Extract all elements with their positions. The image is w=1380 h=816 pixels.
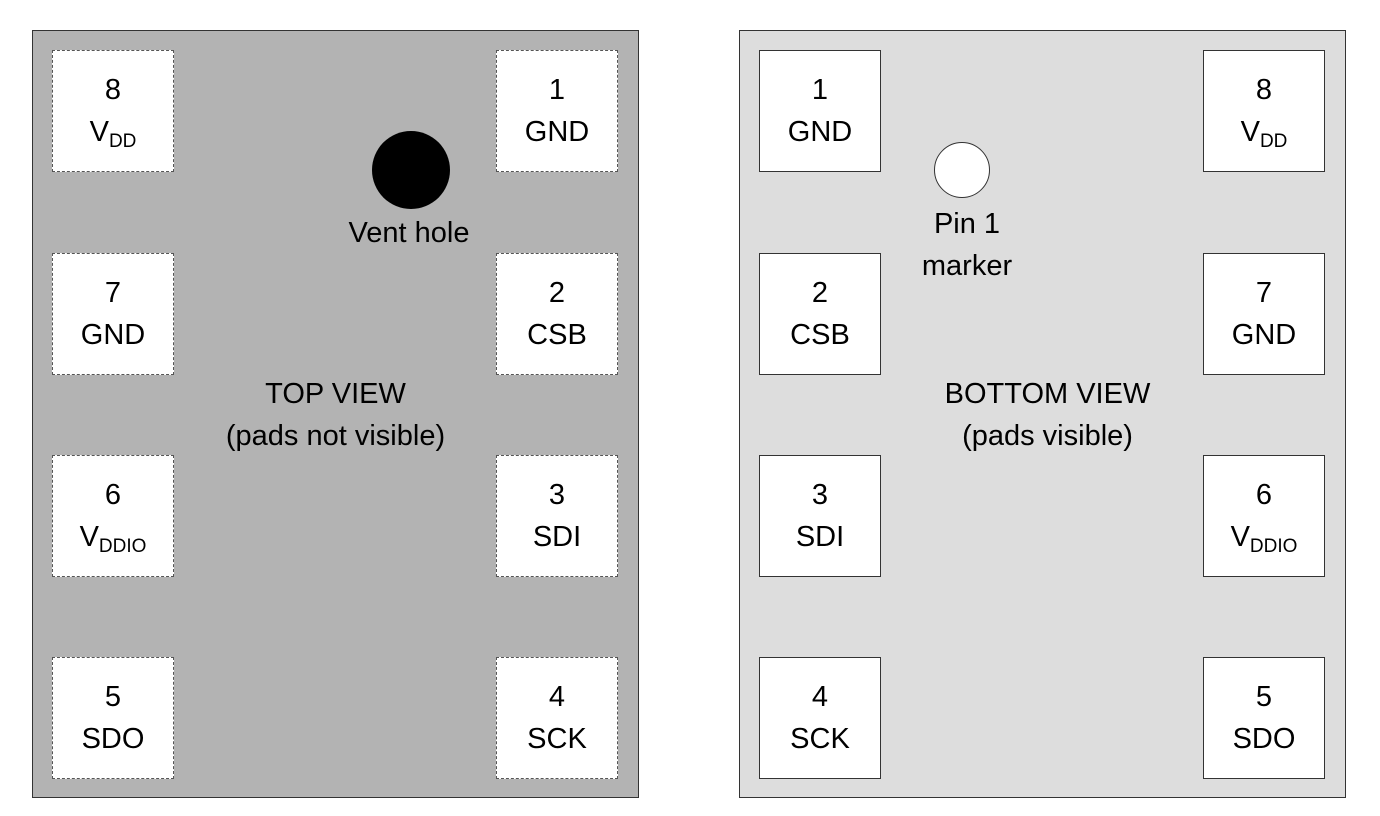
top-view-panel: 8 VDD 1 GND 7 GND 2 CSB 6 VDDIO 3 SDI 5 …	[32, 30, 639, 798]
vent-hole-label: Vent hole	[348, 217, 470, 249]
pad-number: 7	[1255, 277, 1273, 309]
pad-number: 2	[548, 277, 566, 309]
pad-number: 2	[811, 277, 829, 309]
pad-name: SDO	[81, 723, 145, 755]
top-view-subtitle: (pads not visible)	[225, 420, 446, 452]
bottom-pad-3: 3 SDI	[759, 455, 881, 577]
pad-name: SDO	[1232, 723, 1296, 755]
pad-name: GND	[787, 116, 853, 148]
top-pad-8: 8 VDD	[52, 50, 174, 172]
pad-name: SDI	[795, 521, 845, 553]
pad-number: 5	[104, 681, 122, 713]
vent-hole-icon	[372, 131, 450, 209]
bottom-view-subtitle: (pads visible)	[962, 420, 1133, 452]
top-pad-7: 7 GND	[52, 253, 174, 375]
top-pad-5: 5 SDO	[52, 657, 174, 779]
pad-name: CSB	[527, 319, 587, 351]
pad-name: VDD	[1240, 116, 1288, 152]
top-pad-1: 1 GND	[496, 50, 618, 172]
pad-number: 4	[811, 681, 829, 713]
pin1-marker-label: Pin 1 marker	[867, 203, 1067, 287]
top-view-title: TOP VIEW	[265, 378, 406, 410]
bottom-pad-2: 2 CSB	[759, 253, 881, 375]
pad-name: VDDIO	[79, 521, 147, 557]
pad-name: VDDIO	[1230, 521, 1298, 557]
bottom-view-panel: 1 GND 8 VDD 2 CSB 7 GND 3 SDI 6 VDDIO 4 …	[739, 30, 1346, 798]
pad-number: 3	[811, 479, 829, 511]
pad-number: 8	[1255, 74, 1273, 106]
pin1-label-line2: marker	[921, 250, 1013, 282]
top-pad-4: 4 SCK	[496, 657, 618, 779]
pad-number: 7	[104, 277, 122, 309]
pad-name: SCK	[527, 723, 587, 755]
pad-number: 6	[104, 479, 122, 511]
pad-name: SCK	[790, 723, 850, 755]
top-pad-6: 6 VDDIO	[52, 455, 174, 577]
pad-number: 8	[104, 74, 122, 106]
top-pad-3: 3 SDI	[496, 455, 618, 577]
bottom-pad-7: 7 GND	[1203, 253, 1325, 375]
pad-number: 3	[548, 479, 566, 511]
bottom-view-title: BOTTOM VIEW	[944, 378, 1151, 410]
pad-name: GND	[1231, 319, 1297, 351]
pad-number: 5	[1255, 681, 1273, 713]
pad-name: VDD	[89, 116, 137, 152]
top-pad-2: 2 CSB	[496, 253, 618, 375]
pad-name: CSB	[790, 319, 850, 351]
pad-name: SDI	[532, 521, 582, 553]
bottom-pad-8: 8 VDD	[1203, 50, 1325, 172]
bottom-pad-1: 1 GND	[759, 50, 881, 172]
pad-name: GND	[524, 116, 590, 148]
pin1-label-line1: Pin 1	[933, 208, 1001, 240]
bottom-pad-4: 4 SCK	[759, 657, 881, 779]
bottom-pad-6: 6 VDDIO	[1203, 455, 1325, 577]
bottom-pad-5: 5 SDO	[1203, 657, 1325, 779]
pad-number: 1	[548, 74, 566, 106]
pad-number: 1	[811, 74, 829, 106]
pad-number: 6	[1255, 479, 1273, 511]
pad-name: GND	[80, 319, 146, 351]
pad-number: 4	[548, 681, 566, 713]
pin1-marker-icon	[934, 142, 990, 198]
